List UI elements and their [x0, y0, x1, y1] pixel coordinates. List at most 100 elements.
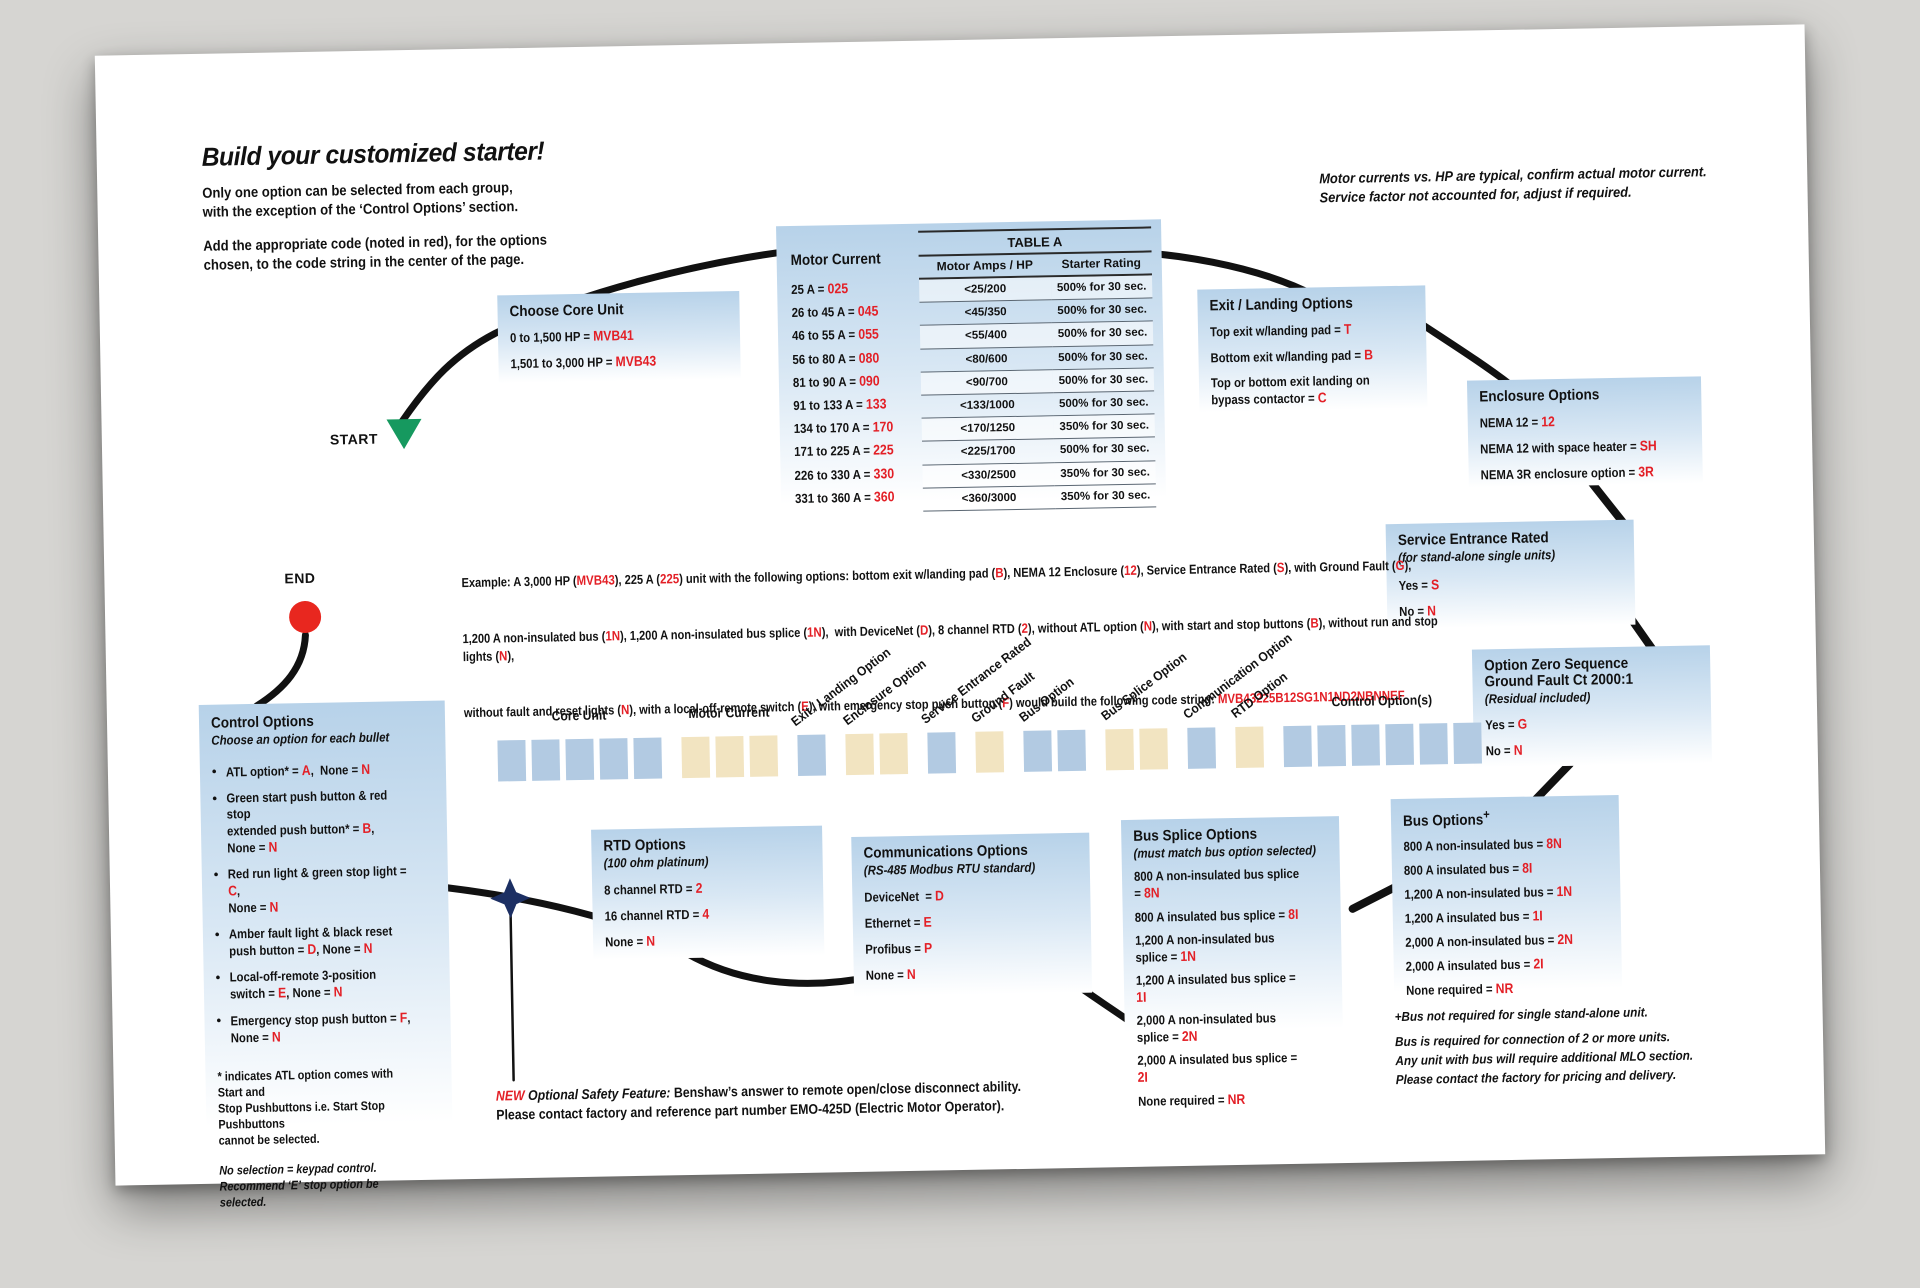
start-triangle-icon [386, 418, 422, 450]
bus-option: 800 A insulated bus = 8I [1403, 859, 1533, 878]
code-square [531, 739, 561, 781]
rating-cell: 500% for 30 sec. [1053, 437, 1156, 463]
motor-current-header: Motor Current [790, 250, 881, 270]
bus-options-box: Bus Options+ 800 A non-insulated bus = 8… [1390, 794, 1623, 998]
bus-splice-option: None required = NR [1137, 1090, 1246, 1109]
code-group-motor-current [681, 735, 779, 779]
end-circle-icon [289, 601, 322, 634]
example-line: Example: A 3,000 HP (MVB43), 225 A (225)… [461, 557, 1412, 591]
code-square [1317, 724, 1347, 767]
exit-landing-option: Top exit w/landing pad = T [1209, 320, 1352, 340]
code-square [565, 738, 595, 781]
control-bullet: • Local-off-remote 3-position switch = E,… [215, 966, 377, 1002]
motor-current-row: 331 to 360 A = 360 [794, 488, 895, 506]
control-footnote: * indicates ATL option comes with Start … [217, 1066, 397, 1148]
control-bullet: • Amber fault light & black reset push bu… [214, 923, 393, 959]
connector-enclosure-to-service [1585, 476, 1630, 530]
code-square [1105, 728, 1135, 771]
code-square [1283, 725, 1313, 768]
amps-cell: <330/2500 [922, 462, 1055, 489]
code-square [1023, 730, 1053, 772]
bus-splice-option: 2,000 A non-insulated bus splice = 2N [1136, 1010, 1280, 1045]
bullet-icon: • [213, 866, 219, 882]
rating-cell: 500% for 30 sec. [1053, 391, 1155, 417]
amps-cell: <55/400 [919, 323, 1053, 350]
ground-fault-box: Option Zero Sequence Ground Fault Ct 200… [1471, 645, 1713, 768]
code-square [879, 732, 909, 775]
communications-option: Profibus = P [865, 939, 933, 957]
rtd-subtitle: (100 ohm platinum) [603, 853, 709, 871]
core-unit-option: 1,501 to 3,000 HP = MVB43 [510, 352, 657, 372]
code-square [1139, 728, 1169, 770]
motor-current-column: Motor Current 25 A = 025 26 to 45 A = 04… [791, 250, 909, 510]
code-group-rtd [1235, 726, 1265, 768]
connector-bus-to-splice [1348, 883, 1400, 913]
motor-current-row: 56 to 80 A = 080 [792, 349, 880, 367]
code-group-exit-landing [797, 734, 827, 776]
control-bullet: • Emergency stop push button = F, None = … [216, 1009, 411, 1046]
amps-cell: <25/200 [919, 277, 1052, 303]
ground-fault-subtitle: (Residual included) [1484, 689, 1591, 707]
bus-splice-box: Bus Splice Options (must match bus optio… [1120, 816, 1343, 1109]
star-stem-line [509, 913, 515, 1082]
rating-cell: 350% for 30 sec. [1054, 461, 1156, 487]
bus-splice-title: Bus Splice Options [1133, 825, 1258, 845]
bullet-icon: • [211, 763, 217, 779]
motor-current-row: 91 to 133 A = 133 [793, 395, 887, 414]
connector-groundfault-to-bus [1529, 759, 1575, 806]
code-square [681, 736, 711, 779]
code-square [1235, 726, 1265, 768]
code-square [1453, 722, 1482, 764]
example-paragraph: Example: A 3,000 HP (MVB43), 225 A (225)… [461, 519, 1468, 759]
exit-landing-title: Exit / Landing Options [1209, 294, 1353, 315]
code-square [975, 731, 1005, 773]
motor-current-row: 46 to 55 A = 055 [791, 325, 879, 344]
rtd-option: 8 channel RTD = 2 [604, 879, 703, 898]
code-group-ground-fault [975, 731, 1005, 773]
table-a-grid: <25/200 500% for 30 sec. <45/350 500% for … [919, 275, 1157, 512]
enclosure-option: NEMA 3R enclosure option = 3R [1480, 463, 1655, 483]
code-square [497, 739, 527, 782]
motor-current-row: 171 to 225 A = 225 [794, 441, 894, 460]
rtd-option: None = N [604, 932, 656, 950]
exit-landing-option: Top or bottom exit landing on bypass con… [1210, 372, 1370, 408]
ground-fault-title: Option Zero Sequence Ground Fault Ct 200… [1484, 654, 1634, 691]
enclosure-option: NEMA 12 with space heater = SH [1480, 437, 1657, 457]
code-group-bus-splice [1105, 728, 1169, 771]
bullet-icon: • [216, 1012, 222, 1028]
bullet-icon: • [214, 926, 220, 942]
code-group-communication [1187, 727, 1217, 769]
bus-option: 1,200 A insulated bus = 1I [1404, 907, 1543, 926]
amps-cell: <133/1000 [921, 393, 1054, 419]
rating-cell: 500% for 30 sec. [1051, 275, 1153, 301]
table-a-rating-section: TABLE A Motor Amps / HP Starter Rating <… [918, 226, 1157, 512]
catalog-page: Build your customized starter! Only one … [94, 24, 1826, 1210]
bullet-icon: • [215, 969, 221, 985]
amps-cell: <45/350 [919, 300, 1052, 327]
rating-column-header: Starter Rating [1061, 255, 1142, 272]
control-bullet: • ATL option* = A, None = N [211, 760, 371, 780]
rating-cell: 350% for 30 sec. [1054, 484, 1157, 510]
code-square [715, 735, 745, 778]
code-square [1187, 727, 1217, 769]
rtd-option: 16 channel RTD = 4 [604, 905, 710, 924]
communications-option: None = N [865, 965, 916, 983]
motor-current-row: 134 to 170 A = 170 [793, 418, 894, 437]
rating-cell: 500% for 30 sec. [1052, 345, 1154, 371]
amps-cell: <225/1700 [922, 439, 1055, 466]
motor-current-row: 25 A = 025 [791, 279, 849, 298]
code-group-core-unit [497, 737, 663, 782]
communications-subtitle: (RS-485 Modbus RTU standard) [863, 859, 1036, 878]
code-square [797, 734, 827, 776]
rtd-box: RTD Options (100 ohm platinum) 8 channel… [591, 825, 825, 960]
start-label: START [329, 430, 379, 448]
bus-splice-option: 800 A insulated bus splice = 8I [1134, 905, 1299, 925]
bus-option: 1,200 A non-insulated bus = 1N [1404, 882, 1573, 902]
code-group-enclosure [845, 732, 909, 776]
bus-splice-subtitle: (must match bus option selected) [1133, 842, 1317, 861]
bus-option: 800 A non-insulated bus = 8N [1403, 835, 1562, 854]
code-group-label-motor-current: Motor Current [688, 704, 770, 721]
motor-current-row: 226 to 330 A = 330 [794, 464, 895, 483]
core-unit-box: Choose Core Unit 0 to 1,500 HP = MVB41 1… [497, 290, 741, 384]
control-options-box: Control Options Choose an option for eac… [198, 700, 453, 1210]
